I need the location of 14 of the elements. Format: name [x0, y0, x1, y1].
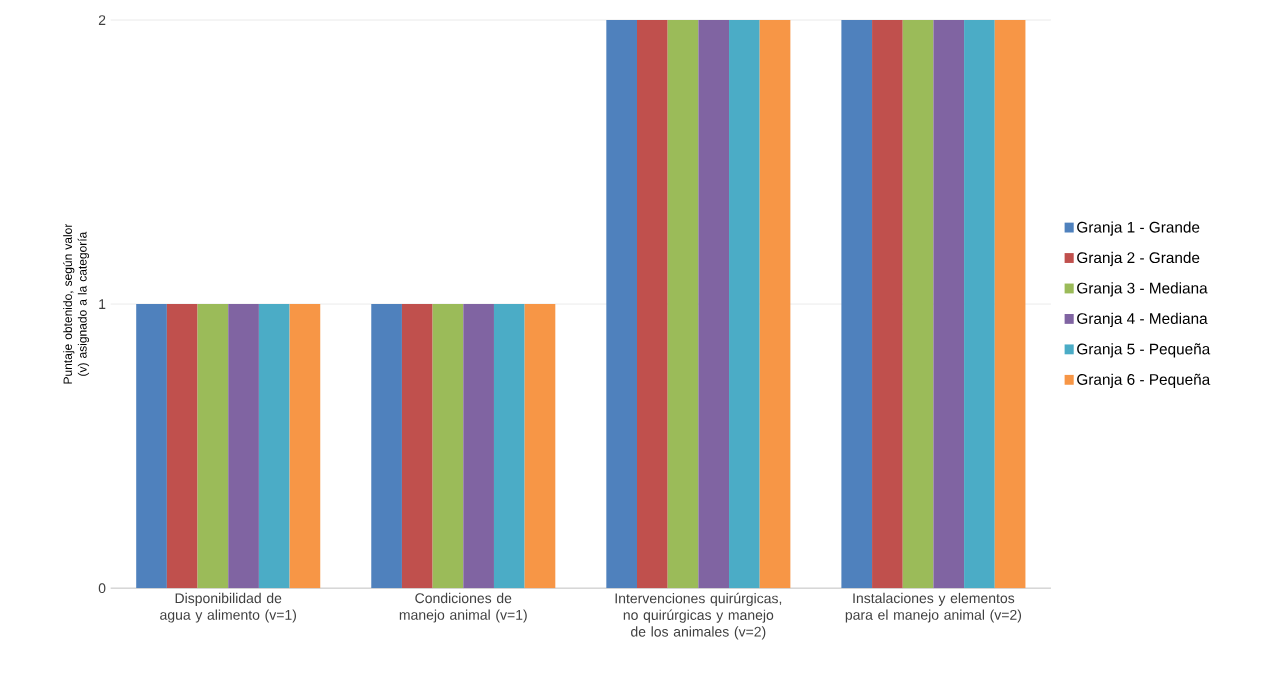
legend-label: Granja 2 - Grande — [1077, 251, 1200, 267]
legend-label: Granja 6 - Pequeña — [1077, 373, 1211, 389]
x-tick-label: Condiciones de manejo animal (v=1) — [399, 592, 527, 623]
legend-label: Granja 1 - Grande — [1077, 221, 1200, 236]
x-tick-label: Disponibilidad de agua y alimento (v=1) — [160, 592, 297, 623]
legend-label: Granja 5 - Pequeña — [1077, 343, 1211, 358]
y-tick-label: 2 — [98, 15, 106, 25]
y-tick-label: 0 — [98, 583, 106, 594]
y-tick-label: 1 — [99, 299, 106, 309]
x-tick-label: Intervenciones quirúrgicas, no quirúrgicas y manejo de los animales (v=2) — [615, 592, 782, 640]
legend-label: Granja 3 - Mediana — [1077, 282, 1208, 297]
legend-label: Granja 4 - Mediana — [1077, 312, 1208, 328]
x-tick-label: Instalaciones y elementos para el manejo animal (v=2) — [845, 592, 1022, 623]
y-axis-title: Puntaje obtenido, según valor (v) asignado a la categoría — [63, 223, 90, 384]
